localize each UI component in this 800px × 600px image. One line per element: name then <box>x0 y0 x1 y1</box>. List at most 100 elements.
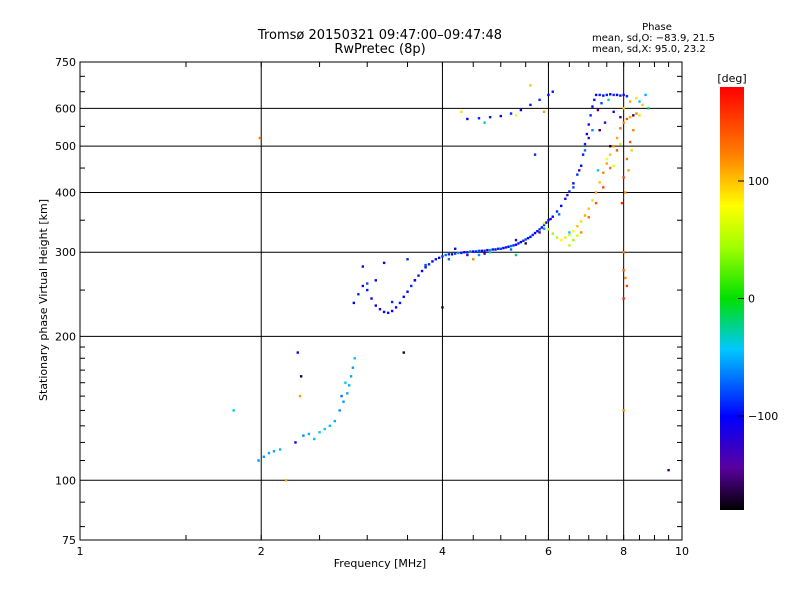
data-point <box>591 128 594 132</box>
data-point <box>622 176 625 179</box>
data-point <box>591 105 594 108</box>
data-point <box>594 201 598 205</box>
data-point <box>641 103 644 107</box>
data-point <box>529 84 532 87</box>
data-point <box>267 451 271 455</box>
data-point <box>583 214 587 217</box>
data-point <box>600 101 603 105</box>
data-point <box>542 110 546 114</box>
data-point <box>581 153 585 156</box>
data-point <box>386 311 390 315</box>
data-point <box>547 219 550 222</box>
data-point <box>344 381 347 384</box>
data-point <box>406 258 409 261</box>
data-point <box>624 276 627 280</box>
data-point <box>361 265 365 268</box>
data-point <box>622 121 625 124</box>
data-point <box>540 226 544 229</box>
data-point <box>410 284 413 288</box>
data-point <box>628 100 632 103</box>
data-point <box>472 258 475 261</box>
data-point <box>420 269 424 273</box>
data-point <box>466 251 469 254</box>
y-tick-label: 300 <box>55 246 76 259</box>
data-point <box>357 293 360 296</box>
plot-frame <box>79 61 683 541</box>
data-point <box>453 252 457 255</box>
data-point <box>352 301 356 305</box>
data-point <box>638 114 641 117</box>
data-point <box>612 164 615 167</box>
data-point <box>463 251 466 254</box>
data-point <box>605 162 608 165</box>
data-point <box>632 114 635 117</box>
data-point <box>622 251 625 254</box>
data-point <box>522 239 525 242</box>
data-point <box>602 171 605 174</box>
data-point <box>622 409 625 412</box>
data-point <box>542 222 546 225</box>
data-point <box>483 249 486 253</box>
data-point <box>585 132 589 136</box>
data-point <box>299 375 303 378</box>
data-point <box>560 238 563 242</box>
data-point <box>625 95 629 98</box>
data-point <box>555 236 559 239</box>
data-point <box>374 279 377 282</box>
data-point <box>346 392 349 395</box>
data-point <box>313 437 316 441</box>
data-point <box>538 228 541 231</box>
data-point <box>338 409 341 412</box>
data-point <box>402 295 405 299</box>
data-point <box>538 98 541 102</box>
data-point <box>477 117 481 120</box>
data-point <box>557 213 561 216</box>
data-point <box>572 182 575 185</box>
data-point <box>444 253 447 257</box>
phase-x-stats: mean, sd,X: 95.0, 23.2 <box>592 44 706 55</box>
data-point <box>284 479 288 482</box>
data-point <box>296 351 299 354</box>
data-point <box>622 297 625 300</box>
data-point <box>622 107 625 110</box>
data-point <box>572 229 575 233</box>
data-point <box>594 191 598 194</box>
data-point <box>529 103 532 107</box>
data-point <box>542 227 546 230</box>
colorbar-tick-label: 100 <box>748 175 769 188</box>
data-point <box>258 136 262 140</box>
data-point <box>370 297 373 300</box>
data-point <box>353 357 356 360</box>
data-point <box>576 234 579 237</box>
data-point <box>619 115 622 119</box>
phase-o-stats: mean, sd,O: −83.9, 21.5 <box>592 33 715 44</box>
data-point <box>625 117 629 121</box>
colorbar-tick-label: −100 <box>748 410 778 423</box>
data-point <box>564 236 567 239</box>
data-point <box>342 400 345 403</box>
data-point <box>374 304 377 307</box>
data-point <box>469 250 472 253</box>
data-point <box>390 309 394 313</box>
y-tick-label: 750 <box>55 56 76 69</box>
grid <box>80 62 682 540</box>
data-point <box>466 253 469 257</box>
data-point <box>545 221 548 224</box>
data-point <box>551 90 554 93</box>
data-point <box>517 242 520 245</box>
data-point <box>488 251 492 254</box>
data-point <box>499 247 502 250</box>
data-point <box>627 169 630 172</box>
data-point <box>538 231 541 234</box>
axis-ticks: 1 2 4 6 8 10 75 100 200 300 400 500 600 750 <box>55 56 689 558</box>
data-point <box>488 115 492 119</box>
data-point <box>486 248 489 252</box>
data-point <box>441 255 444 258</box>
data-point <box>587 136 590 140</box>
data-point <box>572 238 575 242</box>
data-point <box>533 153 537 156</box>
data-point <box>480 249 484 253</box>
data-point <box>504 246 508 249</box>
data-point <box>635 112 638 115</box>
data-point <box>340 394 343 398</box>
